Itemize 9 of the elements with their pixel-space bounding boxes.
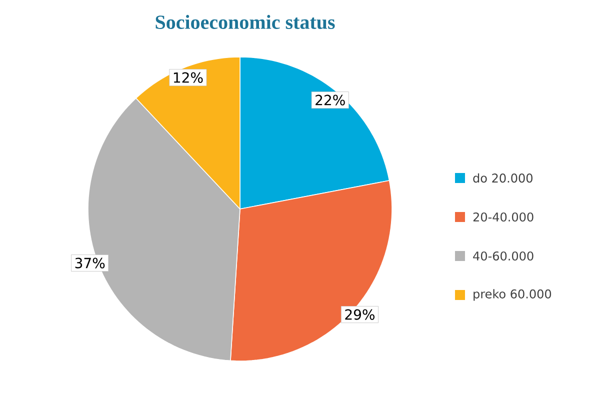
data-label: 37% — [75, 258, 105, 268]
legend-label: do 20.000 — [473, 173, 532, 183]
data-label: 12% — [174, 72, 203, 83]
legend-label: preko 60.000 — [474, 289, 552, 301]
data-label: 29% — [345, 309, 375, 320]
chart-title: Socioeconomic status — [156, 14, 335, 30]
legend-label: 20-40.000 — [473, 212, 534, 222]
data-label: 22% — [316, 94, 345, 106]
legend-label: 40-60.000 — [473, 251, 534, 261]
